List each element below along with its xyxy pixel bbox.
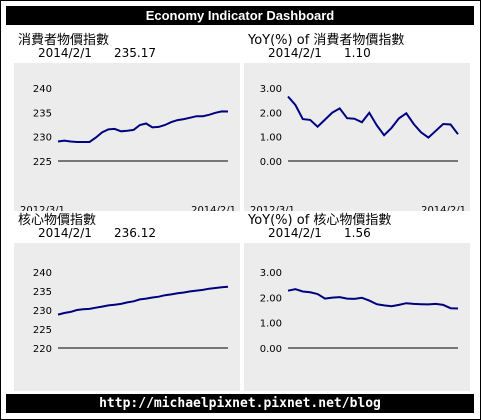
panel-title: 核心物價指數 (18, 213, 97, 228)
y-tick-label: 235 (33, 108, 52, 119)
cpi-yoy-chart: 0.00 1.00 2.00 3.00 2012/3/1 2014/2/1 (250, 84, 466, 216)
core-cpi-yoy-chart: 0.00 1.00 2.00 3.00 2012/3/1 2014/2/1 (250, 268, 466, 401)
y-tick-label: 220 (33, 344, 52, 355)
y-tick-label: 230 (33, 133, 52, 144)
y-tick-label: 225 (33, 157, 52, 168)
panel-date: 2014/2/1 (268, 46, 322, 60)
y-tick-label: 240 (33, 84, 52, 95)
cpi-yoy-panel: YoY(%) of 消費者物價指數 2014/2/1 1.10 0.00 1.00… (244, 30, 470, 216)
y-tick-label: 1.00 (260, 319, 282, 330)
y-tick-label: 3.00 (260, 268, 282, 279)
y-tick-label: 240 (33, 268, 52, 279)
core-cpi-yoy-panel: YoY(%) of 核心物價指數 2014/2/1 1.56 0.00 1.00 2… (244, 210, 470, 401)
x-start-label: 2012/3/1 (250, 390, 295, 391)
y-tick-label: 0.00 (260, 157, 282, 168)
x-start-label: 2012/3/1 (20, 390, 65, 391)
core-cpi-panel: 核心物價指數 2014/2/1 236.12 220 225 230 235 240 20… (14, 210, 240, 401)
x-start-label: 2012/3/1 (250, 205, 295, 211)
x-start-label: 2012/3/1 (20, 205, 65, 211)
cpi-chart-area: 225 230 235 240 2012/3/1 2014/2/1 (14, 63, 240, 216)
x-end-label: 2014/2/1 (421, 205, 466, 211)
y-tick-label: 2.00 (260, 293, 282, 304)
series-line (287, 95, 459, 139)
dashboard-title: Economy Indicator Dashboard (6, 6, 474, 25)
y-tick-label: 3.00 (260, 84, 282, 95)
panel-value: 235.17 (114, 46, 156, 60)
core-cpi-chart: 220 225 230 235 240 2012/3/1 2014/2/1 (20, 268, 236, 401)
panel-title: YoY(%) of 核心物價指數 (248, 213, 392, 228)
x-end-label: 2014/2/1 (191, 205, 236, 211)
core-cpi-yoy-chart-area: 0.00 1.00 2.00 3.00 2012/3/1 2014/2/1 (244, 243, 470, 401)
panel-value: 236.12 (114, 226, 156, 240)
cpi-panel: 消費者物價指數 2014/2/1 235.17 225 230 235 240 2012… (14, 30, 240, 216)
y-tick-label: 225 (33, 325, 52, 336)
x-end-label: 2014/2/1 (421, 390, 466, 391)
panel-date: 2014/2/1 (268, 226, 322, 240)
y-tick-label: 0.00 (260, 344, 282, 355)
panel-title: YoY(%) of 消費者物價指數 (248, 33, 405, 48)
panel-value: 1.56 (344, 226, 371, 240)
x-end-label: 2014/2/1 (191, 390, 236, 391)
y-tick-label: 1.00 (260, 133, 282, 144)
panel-value: 1.10 (344, 46, 371, 60)
series-line (57, 110, 229, 143)
blog-url-link[interactable]: http://michaelpixnet.pixnet.net/blog (6, 394, 474, 413)
y-tick-label: 235 (33, 287, 52, 298)
cpi-chart: 225 230 235 240 2012/3/1 2014/2/1 (20, 84, 236, 216)
panel-date: 2014/2/1 (38, 46, 92, 60)
series-line (57, 285, 229, 316)
cpi-yoy-chart-area: 0.00 1.00 2.00 3.00 2012/3/1 2014/2/1 (244, 63, 470, 216)
y-tick-label: 230 (33, 306, 52, 317)
core-cpi-chart-area: 220 225 230 235 240 2012/3/1 2014/2/1 (14, 243, 240, 401)
panel-title: 消費者物價指數 (18, 33, 110, 48)
panel-date: 2014/2/1 (38, 226, 92, 240)
series-line (287, 288, 459, 310)
y-tick-label: 2.00 (260, 108, 282, 119)
